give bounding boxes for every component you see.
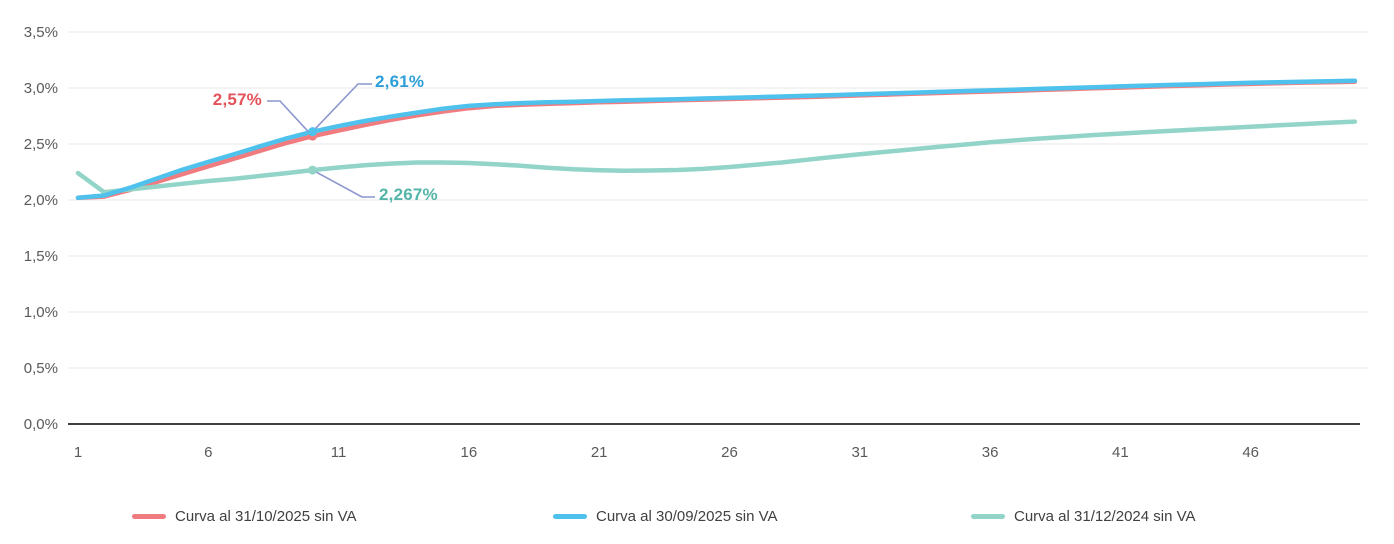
- callout-line: [267, 100, 314, 137]
- x-tick-label: 1: [74, 444, 82, 461]
- y-tick-label: 1,5%: [24, 248, 58, 265]
- x-tick-label: 36: [982, 444, 999, 461]
- y-tick-label: 2,5%: [24, 136, 58, 153]
- legend-swatch-blue-icon: [553, 514, 587, 519]
- legend-label: Curva al 30/09/2025 sin VA: [596, 508, 778, 525]
- legend-label: Curva al 31/12/2024 sin VA: [1014, 508, 1196, 525]
- legend-label: Curva al 31/10/2025 sin VA: [175, 508, 357, 525]
- x-tick-label: 21: [591, 444, 608, 461]
- y-tick-label: 0,5%: [24, 360, 58, 377]
- x-tick-label: 11: [331, 444, 347, 461]
- data-label-curva-30-09-2025: 2,61%: [375, 72, 425, 91]
- legend-swatch-red-icon: [132, 514, 166, 519]
- x-tick-label: 26: [721, 444, 738, 461]
- x-tick-label: 41: [1112, 444, 1129, 461]
- x-tick-label: 31: [851, 444, 868, 461]
- callout-line: [311, 83, 372, 133]
- chart-legend: Curva al 31/10/2025 sin VA Curva al 30/0…: [0, 508, 1394, 534]
- series-line-2: [75, 119, 1358, 195]
- y-tick-label: 3,0%: [24, 80, 58, 97]
- x-tick-label: 6: [204, 444, 212, 461]
- callout-line: [312, 169, 375, 198]
- y-tick-label: 1,0%: [24, 304, 58, 321]
- y-tick-label: 3,5%: [24, 24, 58, 41]
- data-point-marker: [308, 165, 318, 175]
- legend-item-curva-31-10-2025[interactable]: Curva al 31/10/2025 sin VA: [132, 508, 357, 525]
- data-label-curva-31-10-2025: 2,57%: [212, 90, 262, 109]
- legend-swatch-teal-icon: [971, 514, 1005, 519]
- series-line-1: [75, 78, 1358, 201]
- y-tick-label: 0,0%: [24, 416, 58, 433]
- x-tick-label: 16: [461, 444, 478, 461]
- legend-item-curva-30-09-2025[interactable]: Curva al 30/09/2025 sin VA: [553, 508, 778, 525]
- data-label-curva-31-12-2024: 2,267%: [379, 185, 438, 204]
- data-point-marker: [308, 127, 318, 137]
- x-tick-label: 46: [1242, 444, 1259, 461]
- legend-item-curva-31-12-2024[interactable]: Curva al 31/12/2024 sin VA: [971, 508, 1196, 525]
- y-tick-label: 2,0%: [24, 192, 58, 209]
